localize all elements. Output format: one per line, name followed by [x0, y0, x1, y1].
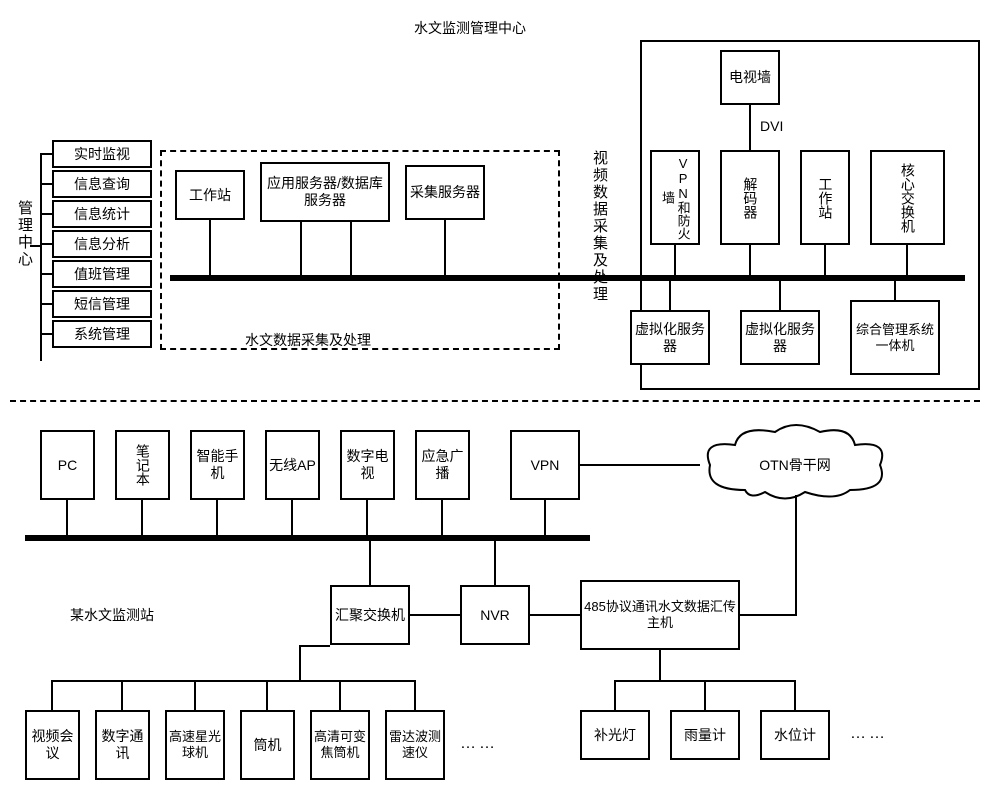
station-label: 某水文监测站 — [70, 605, 154, 625]
conn-phone — [216, 500, 218, 535]
laptop-box: 笔记本 — [115, 430, 170, 500]
tv-wall-box: 电视墙 — [720, 50, 780, 105]
decoder-box: 解码器 — [720, 150, 780, 245]
light-v — [614, 680, 616, 710]
mid-busbar — [25, 535, 590, 541]
mgmt-item-0: 实时监视 — [52, 140, 152, 168]
title-top: 水文监测管理中心 — [370, 18, 570, 38]
conn-dtv — [366, 500, 368, 535]
light-box: 补光灯 — [580, 710, 650, 760]
digicomm-box: 数字通讯 — [95, 710, 150, 780]
conn-pc — [66, 500, 68, 535]
gun-box: 筒机 — [240, 710, 295, 780]
level-box: 水位计 — [760, 710, 830, 760]
broadcast-box: 应急广播 — [415, 430, 470, 500]
main-separator — [10, 400, 980, 402]
mgmt-bracket-h1 — [40, 183, 52, 185]
dc-v — [121, 680, 123, 710]
vpn-firewall-box: VPN和防火墙 — [650, 150, 700, 245]
mgmt-bracket-h5 — [40, 303, 52, 305]
dtv-box: 数字电视 — [340, 430, 395, 500]
sc-v — [194, 680, 196, 710]
dvi-label: DVI — [760, 118, 783, 134]
agg-nvr-h — [410, 614, 460, 616]
agg-distrib-h — [51, 680, 416, 682]
conn-int — [894, 281, 896, 300]
conn-coll — [444, 220, 446, 275]
mgmt-item-4: 值班管理 — [52, 260, 152, 288]
radar-box: 雷达波测速仪 — [385, 710, 445, 780]
mgmt-center-vlabel: 管理中心 — [14, 200, 35, 268]
mgmt-item-5: 短信管理 — [52, 290, 152, 318]
conn-dec — [749, 245, 751, 275]
conn-ap — [291, 500, 293, 535]
vpn2-box: VPN — [510, 430, 580, 500]
conn-app2 — [350, 222, 352, 275]
mgmt-bracket-h6 — [40, 333, 52, 335]
workstation1-box: 工作站 — [175, 170, 245, 220]
conn-bcast — [441, 500, 443, 535]
agg-down-v — [299, 645, 301, 680]
top-busbar — [170, 275, 965, 281]
level-v — [794, 680, 796, 710]
mgmt-bracket-h3 — [40, 243, 52, 245]
vc-v — [51, 680, 53, 710]
pc-box: PC — [40, 430, 95, 500]
nvr-box: NVR — [460, 585, 530, 645]
otn-label: OTN骨干网 — [690, 455, 900, 475]
mgmt-bracket-h2 — [40, 213, 52, 215]
mgmt-item-2: 信息统计 — [52, 200, 152, 228]
conn-ws2 — [824, 245, 826, 275]
appserver-box: 应用服务器/数据库服务器 — [260, 162, 390, 222]
virt2-box: 虚拟化服务器 — [740, 310, 820, 365]
mgmt-item-6: 系统管理 — [52, 320, 152, 348]
conn-ws1 — [209, 220, 211, 275]
ellipsis-right: …… — [850, 725, 888, 743]
collector-box: 采集服务器 — [405, 165, 485, 220]
h485-down-v — [659, 650, 661, 680]
gun-v — [266, 680, 268, 710]
aggswitch-box: 汇聚交换机 — [330, 585, 410, 645]
ap-box: 无线AP — [265, 430, 320, 500]
workstation2-box: 工作站 — [800, 150, 850, 245]
rain-box: 雨量计 — [670, 710, 740, 760]
485-cloud-v — [795, 495, 797, 615]
conn-agg-up — [369, 541, 371, 585]
hydro-proc-label: 水文数据采集及处理 — [245, 330, 371, 350]
ellipsis-left: …… — [460, 735, 498, 753]
conn-nvr-up — [494, 541, 496, 585]
radar-v — [414, 680, 416, 710]
conn-virt1 — [669, 281, 671, 310]
mgmt-bracket-h0 — [40, 153, 52, 155]
videoconf-box: 视频会议 — [25, 710, 80, 780]
host485-box: 485协议通讯水文数据汇传主机 — [580, 580, 740, 650]
tvwall-decoder-line — [749, 105, 751, 150]
conn-core — [906, 245, 908, 275]
485-cloud-h — [740, 614, 797, 616]
conn-app1 — [300, 222, 302, 275]
vpn-otn-line — [580, 464, 700, 466]
mgmt-item-3: 信息分析 — [52, 230, 152, 258]
starcam-box: 高速星光球机 — [165, 710, 225, 780]
phone-box: 智能手机 — [190, 430, 245, 500]
mgmt-item-1: 信息查询 — [52, 170, 152, 198]
conn-vpn — [674, 245, 676, 275]
agg-down-h-to-left — [299, 645, 330, 647]
conn-virt2 — [779, 281, 781, 310]
hdg-v — [339, 680, 341, 710]
rain-v — [704, 680, 706, 710]
mgmt-bracket-h4 — [40, 273, 52, 275]
conn-vpn2 — [544, 500, 546, 535]
virt1-box: 虚拟化服务器 — [630, 310, 710, 365]
nvr-485-h — [530, 614, 580, 616]
conn-laptop — [141, 500, 143, 535]
integrated-box: 综合管理系统一体机 — [850, 300, 940, 375]
mgmt-bracket-main — [30, 245, 40, 247]
hdgun-box: 高清可变焦筒机 — [310, 710, 370, 780]
coreswitch-box: 核心交换机 — [870, 150, 945, 245]
